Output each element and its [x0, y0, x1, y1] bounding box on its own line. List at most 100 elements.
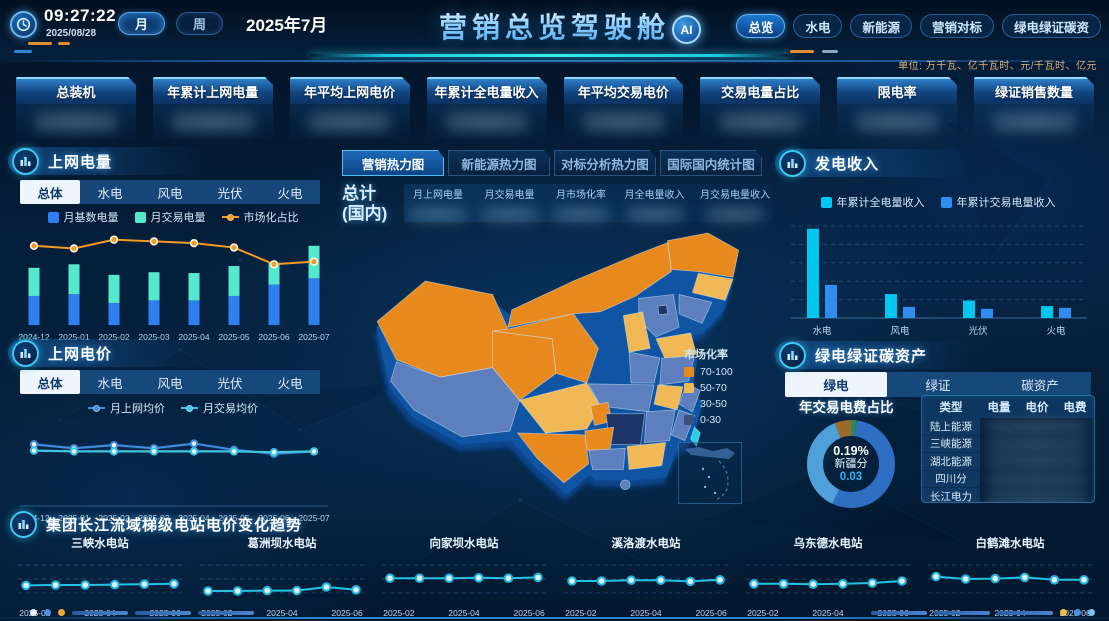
tab-hydro[interactable]: 水电 [97, 186, 123, 201]
deco-dash [58, 42, 70, 45]
table-row[interactable]: 四川分 [922, 470, 1094, 488]
top-nav: 总览 水电 新能源 营销对标 绿电绿证碳资 [736, 14, 1101, 38]
svg-text:风电: 风电 [890, 325, 910, 337]
svg-text:2025-04: 2025-04 [178, 513, 209, 523]
kpi-value-blurred [993, 111, 1075, 132]
nav-hydro[interactable]: 水电 [793, 14, 843, 38]
period-week-button[interactable]: 周 [176, 12, 224, 35]
kpi-value-blurred [308, 111, 391, 132]
metric-value-blurred [481, 207, 538, 222]
tab-thermal[interactable]: 火电 [277, 376, 303, 391]
panel-station-trends: 集团长江流域梯级电站电价变化趋势 三峡水电站2025-022025-042025… [0, 505, 1109, 621]
grid-price-tabs: 总体 水电 风电 光伏 火电 [20, 370, 320, 394]
tab-solar[interactable]: 光伏 [217, 186, 243, 201]
kpi-value-blurred [445, 111, 528, 132]
tab-wind[interactable]: 风电 [157, 186, 183, 201]
bar-chart-icon [10, 511, 37, 538]
svg-text:2025-06: 2025-06 [258, 513, 289, 523]
svg-text:2025-02: 2025-02 [98, 332, 129, 342]
panel-title: 上网电价 [48, 345, 113, 363]
svg-text:2024-12: 2024-12 [18, 332, 49, 342]
bar-chart-icon [779, 149, 806, 177]
kpi-card-avg-trade-price[interactable]: 年平均交易电价 [563, 77, 685, 139]
map-tab-new-energy-heat[interactable]: 新能源热力图 [448, 150, 550, 176]
nav-green-cert[interactable]: 绿电绿证碳资 [1001, 14, 1101, 38]
svg-text:2025-02: 2025-02 [383, 608, 414, 618]
units-note: 单位: 万千瓦、亿千瓦时、元/千瓦时、亿元 [898, 61, 1097, 72]
kpi-value-blurred [35, 111, 117, 132]
kpi-card-installed-capacity[interactable]: 总装机 [16, 77, 137, 139]
svg-text:2025-07: 2025-07 [298, 513, 329, 523]
tab-wind[interactable]: 风电 [157, 376, 183, 391]
tab-solar[interactable]: 光伏 [217, 376, 243, 391]
bottom-edge-line [0, 617, 1109, 619]
svg-text:2025-04: 2025-04 [630, 608, 661, 618]
green-assets-tabs: 绿电 绿证 碳资产 [785, 372, 1091, 397]
nav-benchmark[interactable]: 营销对标 [919, 14, 994, 38]
metric-month-market-rate: 月市场化率 [553, 186, 609, 222]
green-assets-table[interactable]: 类型 电量 电价 电费 陆上能源 三峡能源 湖北能源 四川分 长江电力 新疆分 [921, 395, 1095, 503]
legend-swatch [940, 196, 952, 208]
svg-text:2025-06: 2025-06 [332, 608, 363, 618]
kpi-card-green-cert-sales[interactable]: 绿证销售数量 [974, 77, 1095, 139]
map-tab-benchmark-heat[interactable]: 对标分析热力图 [554, 150, 656, 176]
table-row[interactable]: 湖北能源 [922, 453, 1094, 471]
legend-swatch [684, 399, 694, 409]
metric-value-blurred [707, 207, 763, 222]
svg-text:2025-04: 2025-04 [266, 608, 297, 618]
nav-overview[interactable]: 总览 [736, 14, 786, 38]
deco-dash [28, 42, 52, 45]
table-row[interactable]: 陆上能源 [922, 418, 1094, 436]
panel-title: 发电收入 [815, 155, 880, 173]
nav-new-energy[interactable]: 新能源 [850, 14, 912, 38]
carousel-indicator-right[interactable] [871, 609, 1095, 616]
kpi-card-trade-ratio[interactable]: 交易电量占比 [700, 77, 822, 139]
period-month-button[interactable]: 月 [118, 12, 166, 35]
grid-energy-legend: 月基数电量 月交易电量 市场化占比 [8, 207, 338, 227]
ai-assistant-button[interactable]: AI [672, 15, 701, 44]
kpi-card-ytd-revenue[interactable]: 年累计全电量收入 [426, 77, 548, 139]
station-chart-xiluodu: 溪洛渡水电站 2025-02 2025-04 2025-06 [564, 538, 728, 618]
tab-green-power[interactable]: 绿电 [785, 372, 887, 397]
tab-carbon-asset[interactable]: 碳资产 [1021, 379, 1059, 393]
svg-text:2025-06: 2025-06 [696, 608, 727, 618]
revenue-chart: 水电 风电 光伏 火电 [783, 214, 1101, 342]
current-date: 2025/08/28 [46, 28, 96, 39]
legend-swatch [134, 211, 146, 223]
kpi-value-blurred [856, 111, 938, 132]
trade-fee-donut-chart: 0.19% 新疆分 0.03 [803, 416, 899, 512]
metric-month-trade-revenue: 月交易电量收入 [700, 186, 770, 222]
table-row[interactable]: 三峡能源 [922, 435, 1094, 453]
svg-text:火电: 火电 [1046, 325, 1066, 337]
metric-value-blurred [553, 207, 609, 222]
deco-dash [822, 50, 838, 53]
header-bar: 09:27:22 2025/08/28 月 周 2025年7月 营销总览驾驶舱 … [0, 0, 1109, 64]
tab-hydro[interactable]: 水电 [97, 376, 123, 391]
total-domestic-label: 总计 (国内) [342, 184, 388, 223]
carousel-indicator-left[interactable] [30, 609, 254, 616]
legend-swatch [47, 211, 59, 223]
tab-overall[interactable]: 总体 [20, 180, 80, 204]
map-tab-intl-domestic[interactable]: 国际国内统计图 [660, 150, 762, 176]
svg-text:2025-02: 2025-02 [565, 608, 596, 618]
svg-text:2025-06: 2025-06 [258, 332, 289, 342]
kpi-card-curtailment-rate[interactable]: 限电率 [837, 77, 958, 139]
kpi-card-ytd-grid-energy[interactable]: 年累计上网电量 [152, 77, 274, 139]
tab-overall[interactable]: 总体 [20, 370, 80, 394]
tab-thermal[interactable]: 火电 [277, 186, 303, 201]
tab-green-cert[interactable]: 绿证 [925, 379, 951, 393]
svg-text:2025-04: 2025-04 [812, 608, 843, 618]
station-chart-xiangjiaba: 向家坝水电站 2025-02 2025-04 2025-06 [382, 538, 546, 618]
china-map[interactable] [342, 208, 772, 506]
kpi-card-avg-grid-price[interactable]: 年平均上网电价 [289, 77, 411, 139]
bar-chart-icon [779, 341, 806, 369]
metric-month-grid-energy: 月上网电量 [410, 186, 466, 222]
map-tab-marketing-heat[interactable]: 营销热力图 [342, 150, 444, 176]
panel-green-assets: 绿电绿证碳资产 绿电 绿证 碳资产 年交易电费占比 0.19% 新疆分 0.03… [775, 340, 1101, 508]
table-row[interactable]: 长江电力 [922, 488, 1094, 502]
